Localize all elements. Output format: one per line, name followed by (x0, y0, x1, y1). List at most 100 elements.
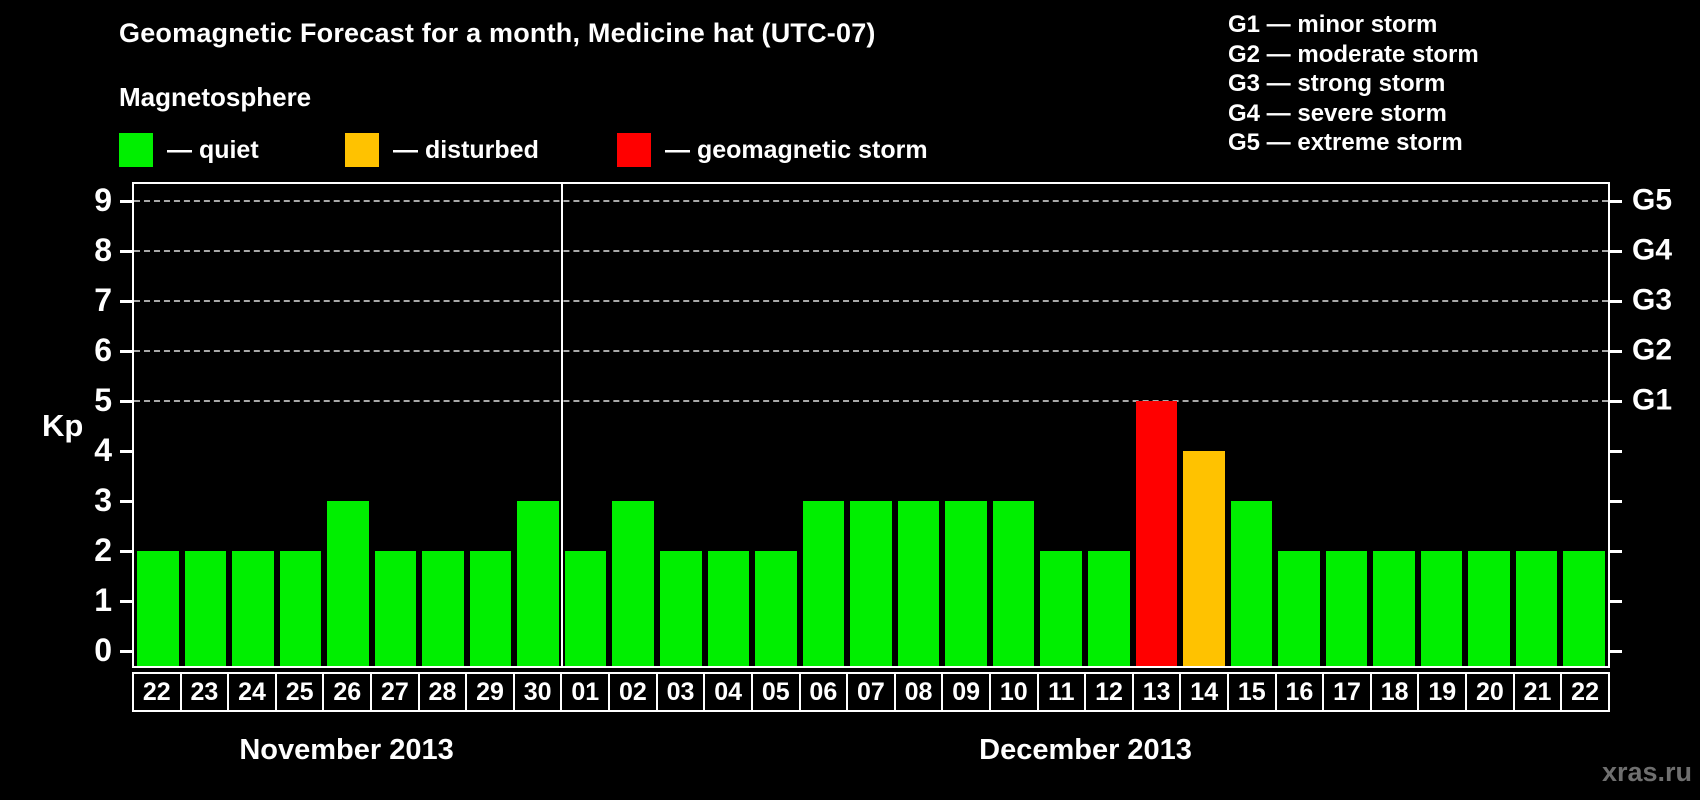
y-axis-tick-label: 7 (94, 282, 112, 319)
kp-bar (945, 501, 987, 666)
y-axis-tick-label: 5 (94, 382, 112, 419)
kp-bar (1278, 551, 1320, 666)
right-axis-tick (1610, 550, 1622, 554)
g-legend-line: G2 — moderate storm (1228, 40, 1479, 68)
y-axis-tick (120, 500, 132, 504)
gridline (134, 400, 1608, 403)
kp-bar (612, 501, 655, 666)
kp-bar (1420, 551, 1463, 666)
gridline (134, 200, 1608, 203)
day-label-cell: 13 (1131, 672, 1182, 712)
kp-bar (184, 551, 227, 666)
kp-bar (327, 501, 369, 666)
y-axis-tick-label: 1 (94, 581, 112, 618)
day-label-cell: 02 (608, 672, 658, 712)
legend-item-label: — geomagnetic storm (665, 135, 928, 164)
kp-bar (1183, 451, 1225, 666)
y-axis-tick-label: 0 (94, 631, 112, 668)
right-axis-tick (1610, 200, 1622, 204)
kp-bar (802, 501, 845, 666)
day-label-cell: 27 (370, 672, 420, 712)
day-label-cell: 12 (1084, 672, 1134, 712)
y-axis-tick-label: 9 (94, 182, 112, 219)
gridline (134, 350, 1608, 353)
day-label-cell: 16 (1274, 672, 1325, 712)
right-axis-tick (1610, 350, 1622, 354)
y-axis-tick-label: 6 (94, 332, 112, 369)
day-label-cell: 18 (1369, 672, 1420, 712)
quiet-color-swatch-icon (119, 133, 153, 167)
day-label-cell: 11 (1036, 672, 1087, 712)
day-label-cell: 30 (512, 672, 563, 712)
kp-bar (1373, 551, 1415, 666)
day-label-cell: 15 (1227, 672, 1277, 712)
day-label-cell: 21 (1512, 672, 1563, 712)
y-axis-tick-label: 4 (94, 431, 112, 468)
kp-bar (279, 551, 322, 666)
day-label-cell: 17 (1322, 672, 1372, 712)
day-label-cell: 22 (1560, 672, 1610, 712)
kp-bar (897, 501, 940, 666)
day-label-cell: 07 (846, 672, 896, 712)
day-label-cell: 22 (132, 672, 182, 712)
legend-item-storm: — geomagnetic storm (617, 133, 928, 167)
legend-item-quiet: — quiet (119, 133, 259, 167)
g-legend-line: G3 — strong storm (1228, 70, 1446, 97)
right-axis-tick (1610, 500, 1622, 504)
g-axis-label: G4 (1632, 233, 1673, 267)
g-scale-legend: G1 — minor storm G2 — moderate storm G3 — … (1228, 10, 1479, 158)
right-axis-tick (1610, 400, 1622, 404)
right-axis-tick (1610, 300, 1622, 304)
kp-bar (564, 551, 607, 666)
right-axis-tick (1610, 450, 1622, 454)
kp-bar (1515, 551, 1558, 666)
kp-bar (1135, 401, 1178, 666)
gridline (134, 250, 1608, 253)
day-label-cell: 10 (988, 672, 1039, 712)
storm-color-swatch-icon (617, 133, 651, 167)
day-label-cell: 23 (179, 672, 230, 712)
kp-bar (660, 551, 702, 666)
g-legend-line: G4 — severe storm (1228, 99, 1447, 127)
day-label-cell: 09 (941, 672, 991, 712)
month-label: December 2013 (979, 733, 1192, 766)
kp-bar (517, 501, 559, 666)
kp-bar (992, 501, 1035, 666)
kp-bar (232, 551, 274, 666)
y-axis-tick-label: 8 (94, 232, 112, 269)
kp-bar (1040, 551, 1082, 666)
y-axis-label: Kp (42, 408, 84, 443)
day-label-cell: 03 (655, 672, 706, 712)
y-axis-tick (120, 300, 132, 304)
y-axis-tick (120, 550, 132, 554)
right-axis-tick (1610, 650, 1622, 653)
kp-bar (469, 551, 512, 666)
month-label: November 2013 (239, 733, 454, 766)
plot-area: 0 1 2 3 4 5 6 7 8 9 G1 G2 G3 G4 G5 (94, 182, 1672, 668)
x-axis-day-row: 22 23 24 25 26 27 28 29 30 01 02 03 04 05 06 07 08 09 10 11… (132, 672, 1610, 712)
y-axis-tick (120, 450, 132, 454)
day-label-cell: 01 (560, 672, 611, 712)
day-label-cell: 14 (1179, 672, 1230, 712)
day-label-cell: 25 (274, 672, 325, 712)
kp-bar (1325, 551, 1368, 666)
gridline (134, 300, 1608, 303)
day-label-cell: 06 (798, 672, 849, 712)
legend-item-disturbed: — disturbed (345, 133, 539, 167)
g-axis-label: G3 (1632, 283, 1673, 317)
month-labels-row: November 2013 December 2013 (132, 732, 1610, 768)
day-label-cell: 19 (1417, 672, 1468, 712)
legend-item-label: — quiet (167, 135, 259, 164)
day-label-cell: 29 (465, 672, 515, 712)
y-axis-tick-label: 2 (94, 531, 112, 568)
y-axis-tick (120, 350, 132, 354)
y-axis-tick (120, 200, 132, 204)
kp-bar (707, 551, 750, 666)
day-label-cell: 20 (1465, 672, 1515, 712)
day-label-cell: 04 (703, 672, 753, 712)
day-label-cell: 26 (322, 672, 373, 712)
day-label-cell: 05 (750, 672, 801, 712)
month-divider-line (560, 184, 563, 666)
kp-bar (1563, 551, 1605, 666)
